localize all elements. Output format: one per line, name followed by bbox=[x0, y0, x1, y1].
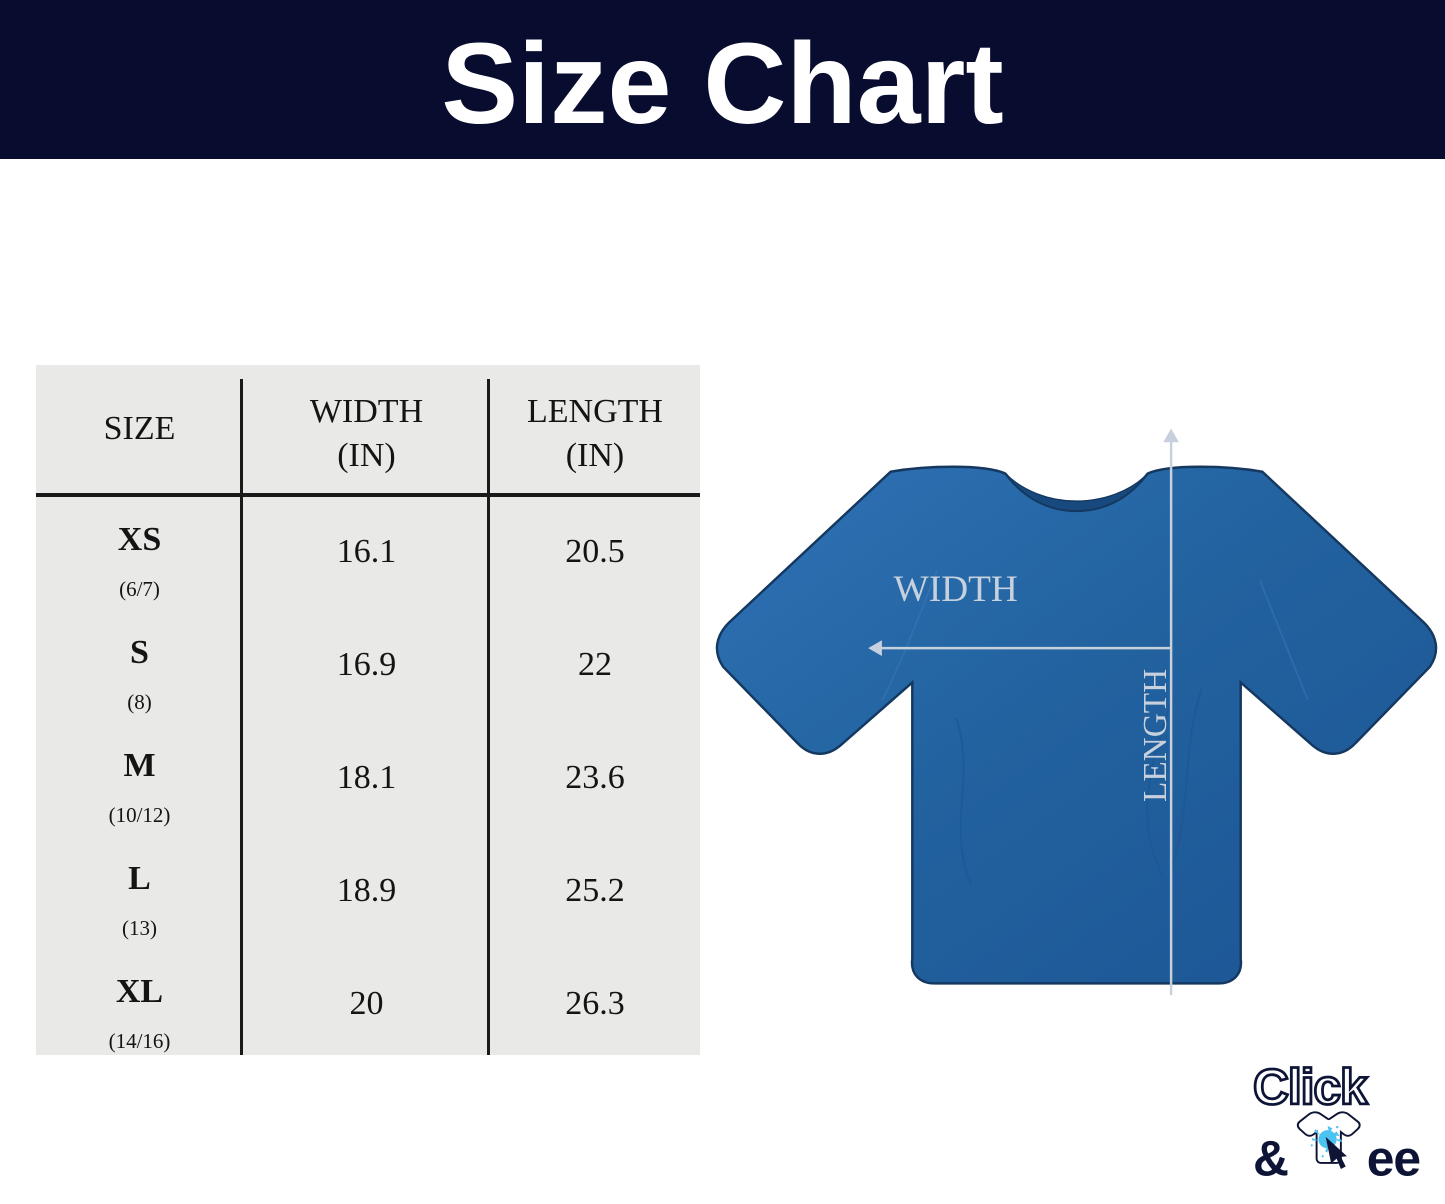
svg-text:LENGTH: LENGTH bbox=[1137, 669, 1174, 802]
svg-text:ee: ee bbox=[1367, 1131, 1420, 1185]
svg-text:Click: Click bbox=[1253, 1063, 1368, 1115]
svg-text:WIDTH: WIDTH bbox=[894, 569, 1018, 610]
svg-text:&: & bbox=[1253, 1131, 1288, 1185]
